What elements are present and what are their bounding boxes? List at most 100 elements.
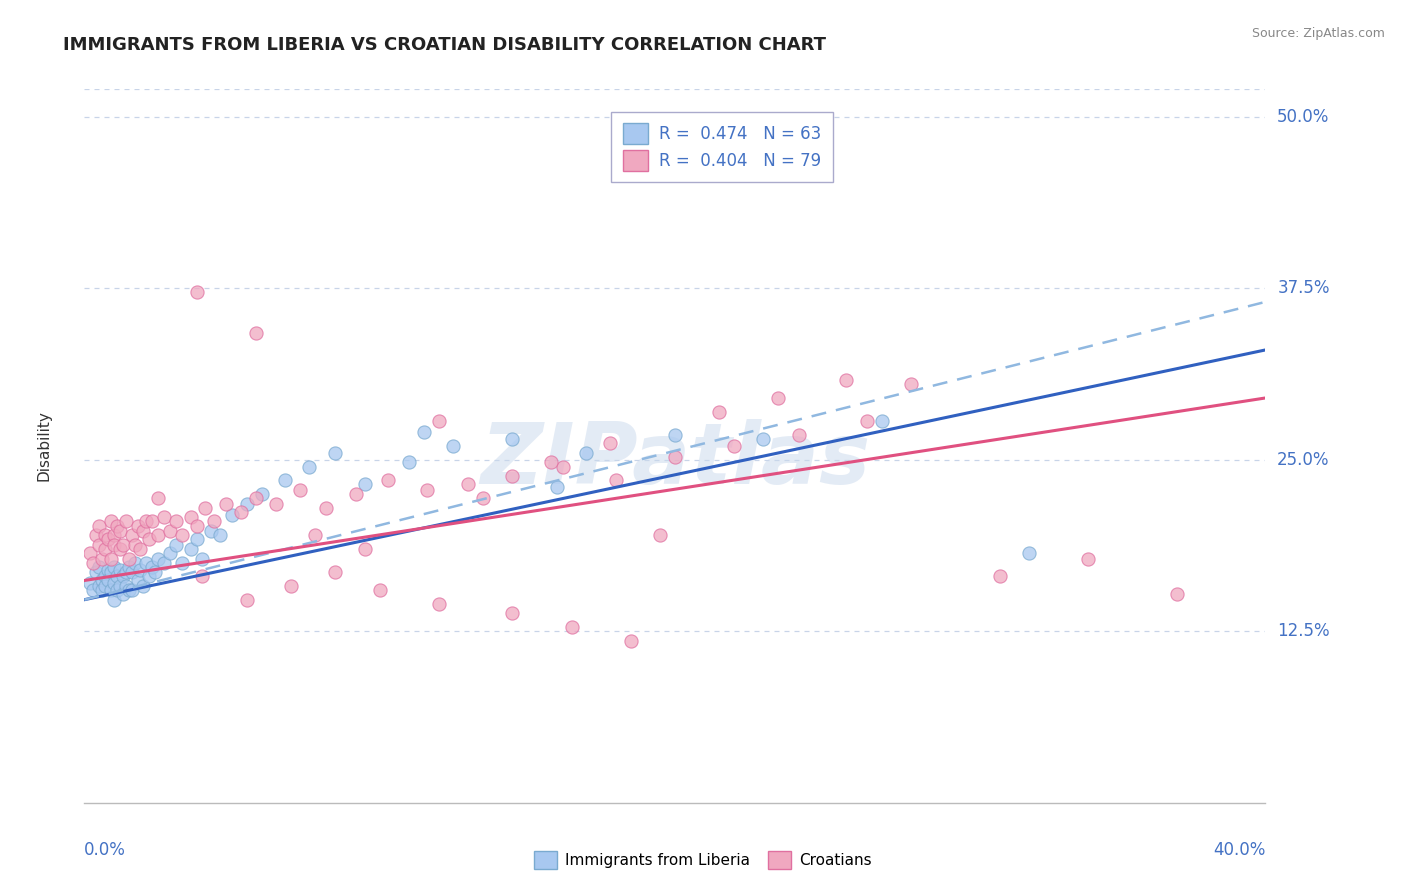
Point — [97, 562, 120, 576]
Point — [108, 541, 131, 556]
Point — [79, 576, 101, 591]
Point — [127, 518, 149, 533]
Point — [148, 528, 170, 542]
Point — [325, 566, 347, 580]
Point — [82, 583, 104, 598]
Point — [97, 574, 120, 588]
Point — [135, 556, 157, 570]
Point — [129, 541, 152, 556]
Text: Disability: Disability — [37, 410, 51, 482]
Point — [82, 556, 104, 570]
Point — [118, 559, 141, 574]
Point — [200, 524, 222, 538]
Point — [377, 473, 399, 487]
Point — [501, 607, 523, 621]
Text: 25.0%: 25.0% — [1277, 450, 1330, 468]
Point — [501, 469, 523, 483]
Point — [129, 562, 152, 576]
Point — [87, 559, 111, 574]
Point — [91, 574, 114, 588]
Point — [900, 377, 922, 392]
Point — [416, 483, 439, 497]
Point — [124, 538, 146, 552]
Point — [108, 562, 131, 576]
Point — [870, 414, 893, 428]
Point — [540, 455, 562, 469]
Point — [245, 326, 267, 341]
Point — [108, 524, 131, 538]
Point — [121, 566, 143, 580]
Point — [457, 477, 479, 491]
Point — [114, 566, 136, 580]
Point — [91, 551, 114, 566]
Point — [103, 528, 125, 542]
Point — [245, 491, 267, 505]
Point — [194, 500, 217, 515]
Point — [118, 583, 141, 598]
Point — [280, 579, 302, 593]
Point — [180, 510, 202, 524]
Point — [170, 556, 193, 570]
Point — [100, 515, 122, 529]
Point — [170, 528, 193, 542]
Point — [202, 515, 225, 529]
Point — [79, 546, 101, 560]
Point — [787, 428, 810, 442]
Point — [165, 515, 187, 529]
Point — [835, 373, 858, 387]
Point — [103, 538, 125, 552]
Point — [229, 505, 252, 519]
Text: ZIPatlas: ZIPatlas — [479, 418, 870, 502]
Point — [236, 592, 259, 607]
Text: 37.5%: 37.5% — [1277, 279, 1330, 297]
Text: 0.0%: 0.0% — [84, 841, 127, 859]
Point — [1018, 546, 1040, 560]
Point — [84, 566, 107, 580]
Point — [97, 533, 120, 547]
Point — [100, 583, 122, 598]
Point — [94, 528, 117, 542]
Point — [111, 587, 134, 601]
Legend: Immigrants from Liberia, Croatians: Immigrants from Liberia, Croatians — [529, 845, 877, 875]
Point — [148, 551, 170, 566]
Point — [664, 450, 686, 464]
Point — [315, 500, 337, 515]
Point — [138, 569, 160, 583]
Point — [186, 533, 208, 547]
Point — [105, 583, 128, 598]
Point — [427, 597, 450, 611]
Point — [620, 633, 643, 648]
Point — [94, 579, 117, 593]
Point — [236, 497, 259, 511]
Point — [546, 480, 568, 494]
Point — [472, 491, 495, 505]
Point — [153, 510, 176, 524]
Point — [114, 579, 136, 593]
Point — [988, 569, 1011, 583]
Point — [121, 528, 143, 542]
Point — [159, 546, 181, 560]
Point — [153, 556, 176, 570]
Point — [650, 528, 672, 542]
Point — [132, 524, 155, 538]
Point — [664, 428, 686, 442]
Point — [752, 432, 775, 446]
Text: 12.5%: 12.5% — [1277, 623, 1330, 640]
Point — [599, 436, 621, 450]
Text: 50.0%: 50.0% — [1277, 108, 1330, 126]
Point — [250, 487, 273, 501]
Point — [186, 285, 208, 300]
Point — [148, 491, 170, 505]
Text: IMMIGRANTS FROM LIBERIA VS CROATIAN DISABILITY CORRELATION CHART: IMMIGRANTS FROM LIBERIA VS CROATIAN DISA… — [63, 36, 827, 54]
Point — [105, 518, 128, 533]
Point — [124, 556, 146, 570]
Point — [413, 425, 436, 440]
Point — [91, 583, 114, 598]
Point — [209, 528, 232, 542]
Point — [105, 569, 128, 583]
Point — [121, 583, 143, 598]
Point — [87, 518, 111, 533]
Point — [84, 528, 107, 542]
Point — [266, 497, 288, 511]
Point — [87, 538, 111, 552]
